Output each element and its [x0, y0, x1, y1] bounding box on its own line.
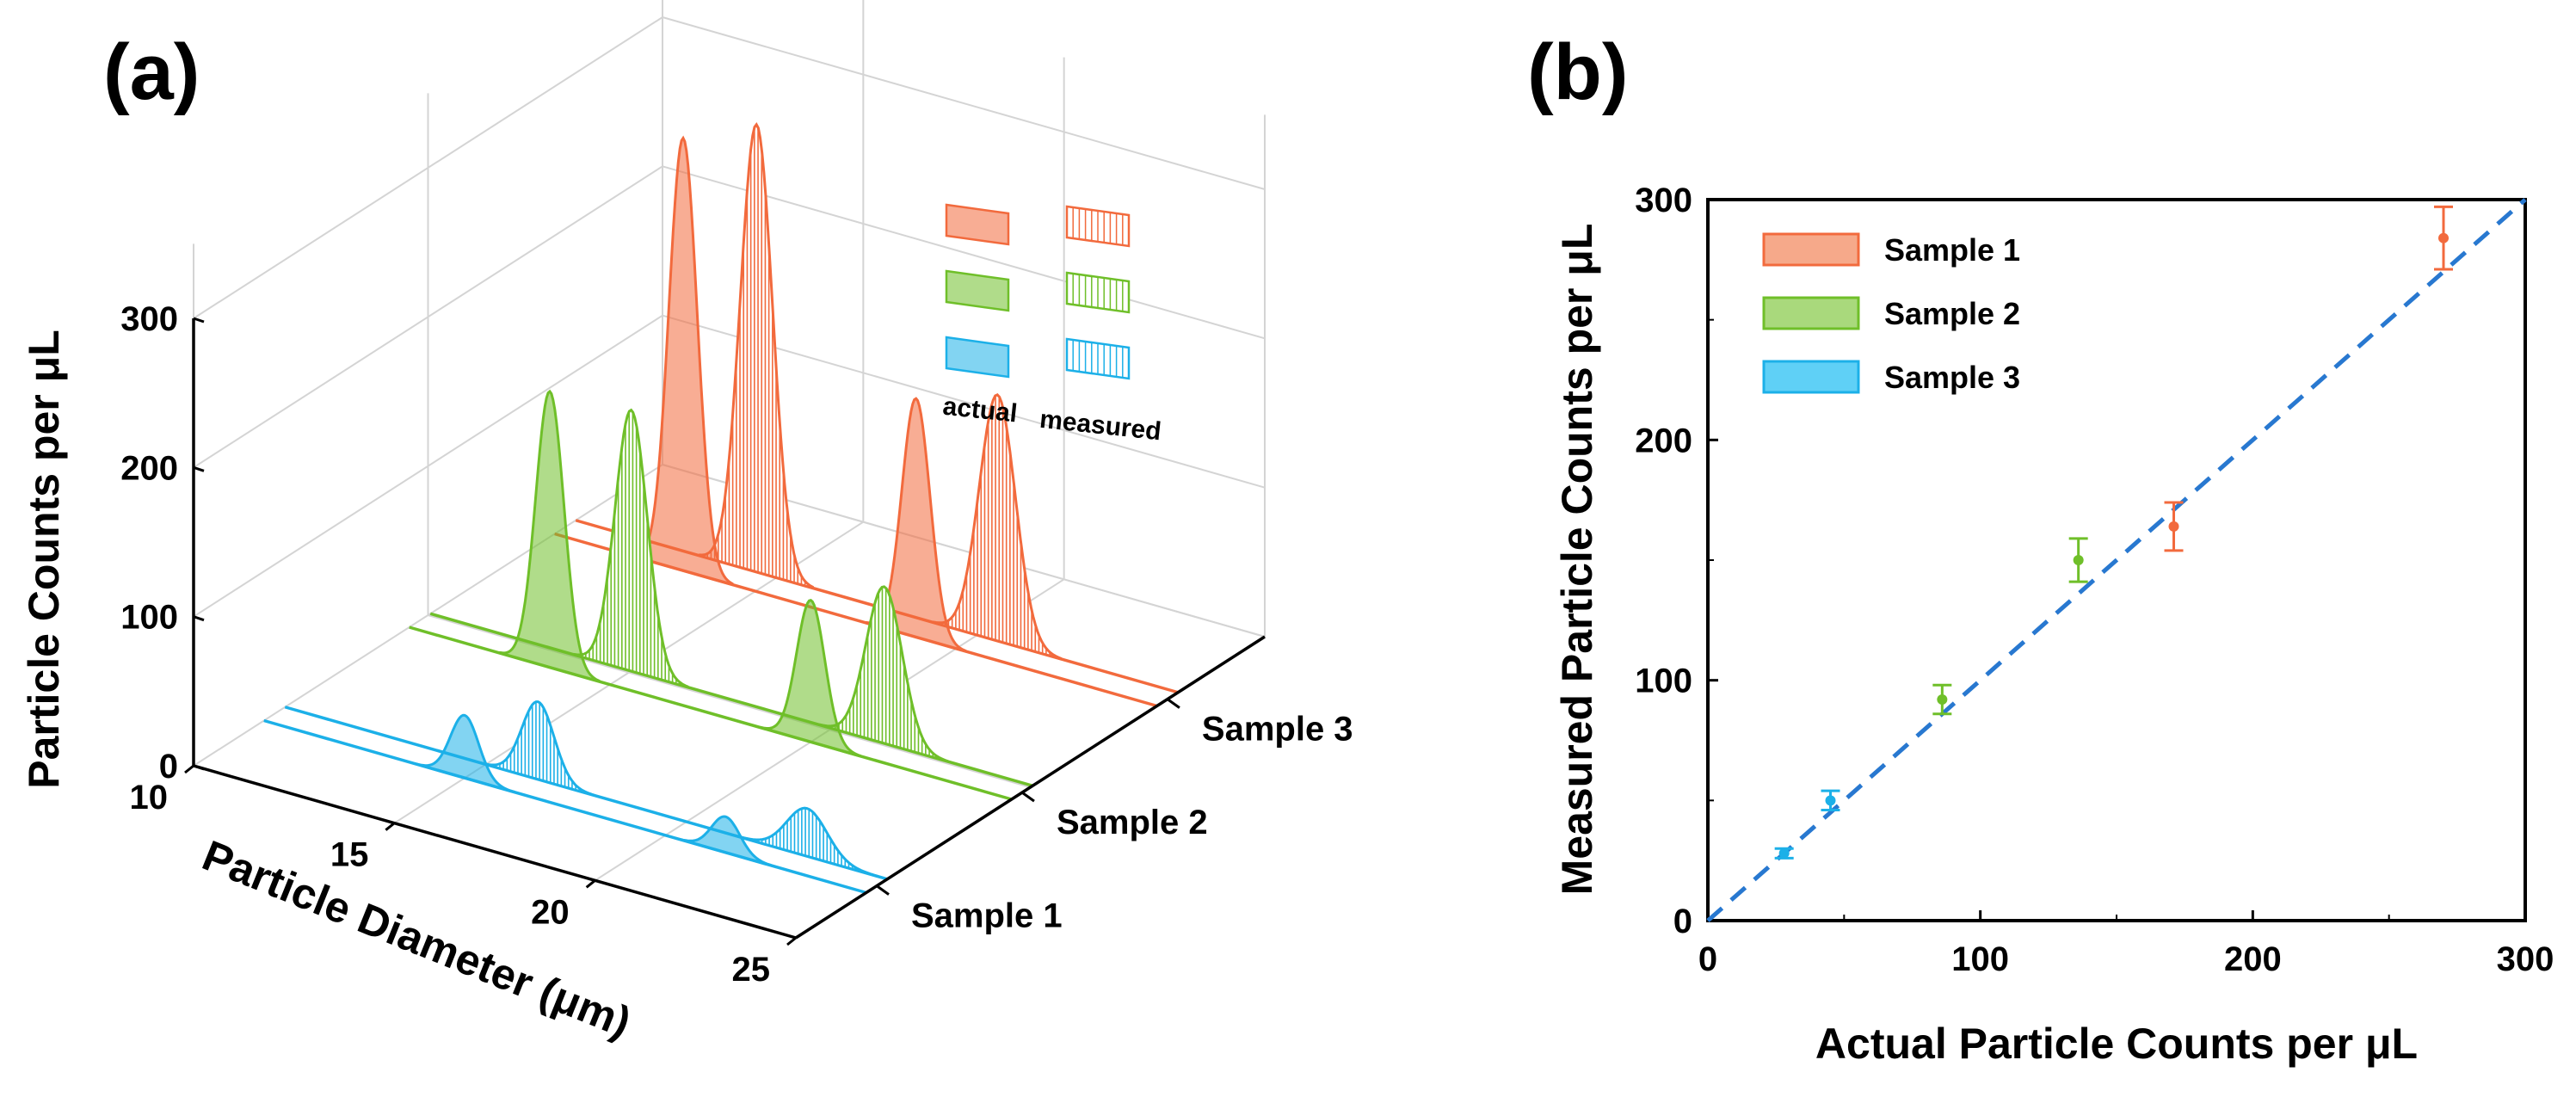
grid-line — [193, 165, 663, 469]
x-axis-line — [193, 764, 797, 940]
point-marker — [2073, 555, 2084, 565]
point-marker — [1778, 847, 1790, 859]
x-tick-mark — [786, 936, 797, 946]
z-tick-mark — [193, 465, 205, 472]
legend-actual-sample-1 — [945, 336, 1010, 379]
z-tick-label: 200 — [120, 449, 178, 487]
z-tick-label: 0 — [159, 748, 178, 786]
data-point-sample-3 — [1821, 789, 1840, 812]
legend-actual-sample-3 — [945, 203, 1010, 246]
point-marker — [1825, 795, 1836, 806]
point-marker — [2168, 521, 2179, 532]
panel-a-legend: actual measured — [941, 203, 1162, 446]
y-tick-label: 100 — [1635, 663, 1692, 700]
grid-line — [662, 16, 1266, 190]
x-tick-mark — [385, 822, 396, 831]
panel-a-x-axis-title: Particle Diameter (μm) — [196, 831, 638, 1047]
legend-actual-label: actual — [941, 392, 1019, 428]
sample-tick-label: Sample 2 — [1057, 804, 1208, 841]
grid-line — [193, 314, 663, 618]
sample-1-actual-peak-1 — [414, 713, 515, 794]
x-tick-label: 20 — [531, 893, 570, 931]
panel-b-label: (b) — [1527, 28, 1628, 116]
point-marker — [2438, 232, 2449, 243]
sample-2-actual-peak-1 — [499, 389, 601, 683]
y-tick-label: 200 — [1635, 422, 1692, 459]
x-tick-label: 25 — [732, 951, 771, 989]
x-tick-label: 300 — [2497, 940, 2554, 978]
sample-tick-label: Sample 3 — [1202, 711, 1353, 749]
y-tick-label: 300 — [1635, 182, 1692, 219]
sample-tick-mark — [876, 884, 890, 896]
legend-actual-sample-2 — [945, 269, 1010, 312]
x-tick-label: 10 — [130, 779, 169, 817]
sample-2-measured-peak-1-hatch — [581, 411, 681, 686]
sample-3-measured-peak-2 — [933, 392, 1063, 661]
legend-swatch-sample-3 — [1762, 360, 1860, 394]
legend-swatch-sample-2 — [1762, 296, 1860, 330]
x-tick-mark — [184, 764, 194, 774]
panel-a-curves — [263, 122, 1179, 895]
panel-b-ticks: 0 100 200 300 0 100 200 300 — [1635, 182, 2554, 978]
sample-1-measured-peak-1-hatch — [495, 701, 584, 792]
data-point-sample-1 — [2164, 501, 2184, 552]
x-tick-label: 200 — [2224, 940, 2282, 978]
data-point-sample-2 — [2068, 537, 2088, 583]
point-marker — [1937, 694, 1948, 706]
panel-a-label: (a) — [103, 28, 200, 116]
panel-b-x-axis-title: Actual Particle Counts per μL — [1815, 1020, 2418, 1068]
sample-3-measured-peak-2-hatch — [940, 395, 1055, 657]
x-tick-label: 0 — [1698, 940, 1717, 978]
panel-b-legend: Sample 1 Sample 2 Sample 3 — [1762, 232, 2020, 395]
sample-tick-mark — [1167, 698, 1180, 709]
reference-line — [1706, 198, 2527, 922]
x-tick-mark — [585, 879, 596, 889]
legend-label-sample-3: Sample 3 — [1884, 360, 2020, 395]
sample-1-measured-peak-1 — [480, 700, 596, 798]
panel-b-y-axis-title: Measured Particle Counts per μL — [1553, 224, 1601, 896]
data-point-sample-3 — [1774, 847, 1794, 860]
z-tick-mark — [193, 317, 205, 324]
sample-tick-mark — [1021, 791, 1035, 803]
sample-1-actual-peak-2 — [675, 815, 777, 869]
data-point-sample-2 — [1932, 683, 1952, 716]
panel-a-z-axis-title: Particle Counts per μL — [20, 330, 68, 788]
x-tick-label: 15 — [330, 836, 369, 874]
sample-axis-line — [795, 635, 1266, 940]
data-point-sample-1 — [2434, 205, 2453, 271]
sample-1-measured-peak-2-hatch — [754, 808, 860, 872]
z-tick-label: 100 — [120, 599, 178, 637]
z-tick-label: 300 — [120, 300, 178, 338]
legend-label-sample-2: Sample 2 — [1884, 296, 2020, 331]
z-tick-mark — [193, 615, 205, 622]
sample-tick-label: Sample 1 — [911, 897, 1063, 935]
sample-3-actual-peak-1 — [632, 135, 734, 587]
grid-line — [193, 16, 663, 319]
panel-b-plot — [1706, 198, 2527, 922]
panel-a: (a) 0 100 200 300 10 15 20 25 Sample 1 Sample 2 Sa… — [20, 0, 1353, 1047]
legend-label-sample-1: Sample 1 — [1884, 232, 2020, 268]
x-tick-label: 100 — [1951, 940, 2009, 978]
sample-2-actual-peak-2 — [760, 599, 861, 758]
sample-3-measured-peak-1 — [699, 122, 814, 590]
y-tick-label: 0 — [1673, 903, 1692, 940]
panel-a-axes: 0 100 200 300 10 15 20 25 Sample 1 Sample 2 Sample… — [120, 300, 1353, 989]
legend-swatch-sample-1 — [1762, 232, 1860, 267]
